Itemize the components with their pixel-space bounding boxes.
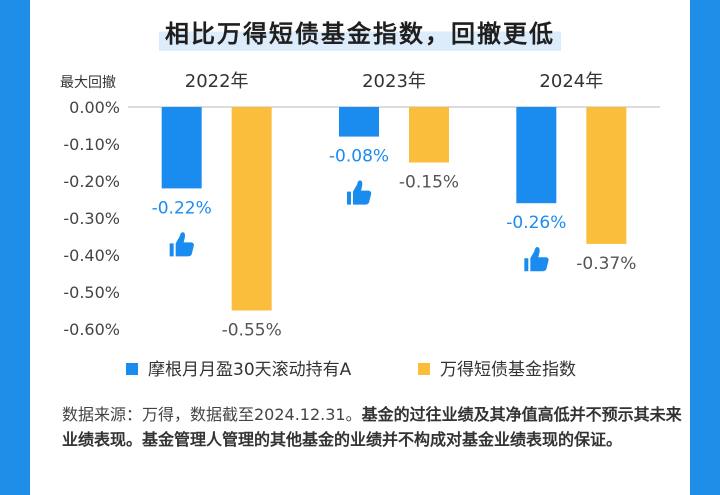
thumbs-up-icon bbox=[169, 232, 194, 257]
legend-label: 万得短债基金指数 bbox=[440, 360, 576, 380]
thumbs-up-shape bbox=[169, 232, 194, 257]
bar bbox=[339, 107, 379, 137]
thumbs-up-icon bbox=[347, 180, 372, 205]
category-label: 2022年 bbox=[185, 71, 249, 92]
legend-label: 摩根月月盈30天滚动持有A bbox=[148, 360, 352, 380]
risk-warning: 基金的过往业绩及其净值高低并不预示其未来业绩表现。基金管理人管理的其他基金的业绩… bbox=[62, 405, 682, 449]
thumbs-up-shape bbox=[524, 247, 549, 272]
y-tick-label: -0.50% bbox=[63, 283, 120, 302]
thumbs-up-icon bbox=[524, 247, 549, 272]
bar bbox=[409, 107, 449, 163]
thumbs-up-shape bbox=[347, 180, 372, 205]
legend-swatch bbox=[418, 363, 430, 375]
y-tick-label: -0.10% bbox=[63, 135, 120, 154]
data-label: -0.55% bbox=[222, 321, 282, 341]
disclaimer: 数据来源：万得，数据截至2024.12.31。基金的过往业绩及其净值高低并不预示… bbox=[62, 402, 682, 452]
data-label: -0.15% bbox=[399, 173, 459, 193]
chart-title: 相比万得短债基金指数，回撤更低 bbox=[159, 9, 561, 51]
data-label: -0.37% bbox=[576, 254, 636, 274]
y-tick-label: -0.60% bbox=[63, 320, 120, 339]
chart-card: 相比万得短债基金指数，回撤更低 最大回撤 0.00% -0.10% -0.20% -0.… bbox=[30, 0, 690, 495]
bar bbox=[231, 107, 272, 311]
y-axis-label: 最大回撤 bbox=[60, 75, 116, 91]
bar bbox=[516, 107, 557, 204]
y-tick-label: -0.30% bbox=[63, 209, 120, 228]
title-area: 相比万得短债基金指数，回撤更低 bbox=[30, 0, 690, 60]
y-tick-label: 0.00% bbox=[69, 98, 120, 117]
y-tick-label: -0.40% bbox=[63, 246, 120, 265]
y-tick-label: -0.20% bbox=[63, 172, 120, 191]
category-label: 2024年 bbox=[539, 71, 603, 92]
bar-chart: 最大回撤 0.00% -0.10% -0.20% -0.30% -0.40% -0.50% -… bbox=[60, 71, 660, 380]
data-label: -0.26% bbox=[506, 213, 566, 233]
data-label: -0.08% bbox=[329, 147, 389, 167]
data-label: -0.22% bbox=[152, 198, 212, 218]
legend-swatch bbox=[126, 363, 138, 375]
category-label: 2023年 bbox=[362, 71, 426, 92]
data-source-note: 数据来源：万得，数据截至2024.12.31。 bbox=[62, 405, 362, 424]
bar bbox=[586, 107, 627, 244]
bar bbox=[161, 107, 202, 189]
